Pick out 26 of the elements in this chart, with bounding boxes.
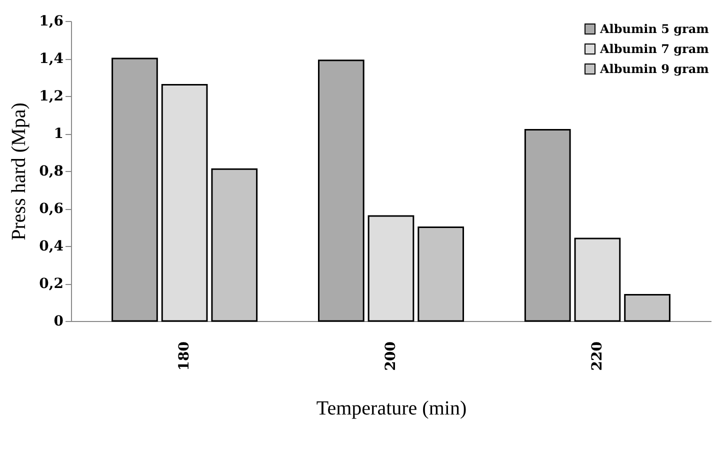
y-tick-label: 0,8 — [39, 164, 64, 180]
bar — [112, 58, 158, 322]
bar — [574, 238, 621, 322]
legend-label: Albumin 9 gram — [599, 62, 710, 76]
bar — [624, 294, 670, 322]
legend-label: Albumin 5 gram — [599, 22, 710, 36]
y-tick-label: 0,2 — [39, 276, 64, 292]
y-tick-label: 1 — [54, 126, 64, 142]
y-tick-label: 1,2 — [39, 88, 64, 104]
x-tick-label: 180 — [176, 341, 193, 371]
y-tick-label: 0,4 — [39, 238, 64, 254]
bar — [318, 60, 364, 322]
x-axis-title: Temperature (min) — [316, 398, 467, 420]
bar — [524, 129, 571, 322]
x-tick-label: 200 — [383, 341, 399, 371]
bar — [368, 215, 414, 322]
bar — [418, 226, 464, 322]
y-tick-label: 1,4 — [39, 51, 64, 67]
bar — [161, 84, 208, 322]
x-tick-label: 220 — [589, 341, 606, 371]
bar — [211, 168, 258, 322]
y-axis-title: Press hard (Mpa) — [8, 102, 30, 240]
y-tick-label: 0 — [54, 314, 64, 330]
y-tick-label: 0,6 — [39, 201, 64, 217]
y-tick-label: 1,6 — [39, 14, 64, 30]
legend-label: Albumin 7 gram — [599, 42, 710, 56]
